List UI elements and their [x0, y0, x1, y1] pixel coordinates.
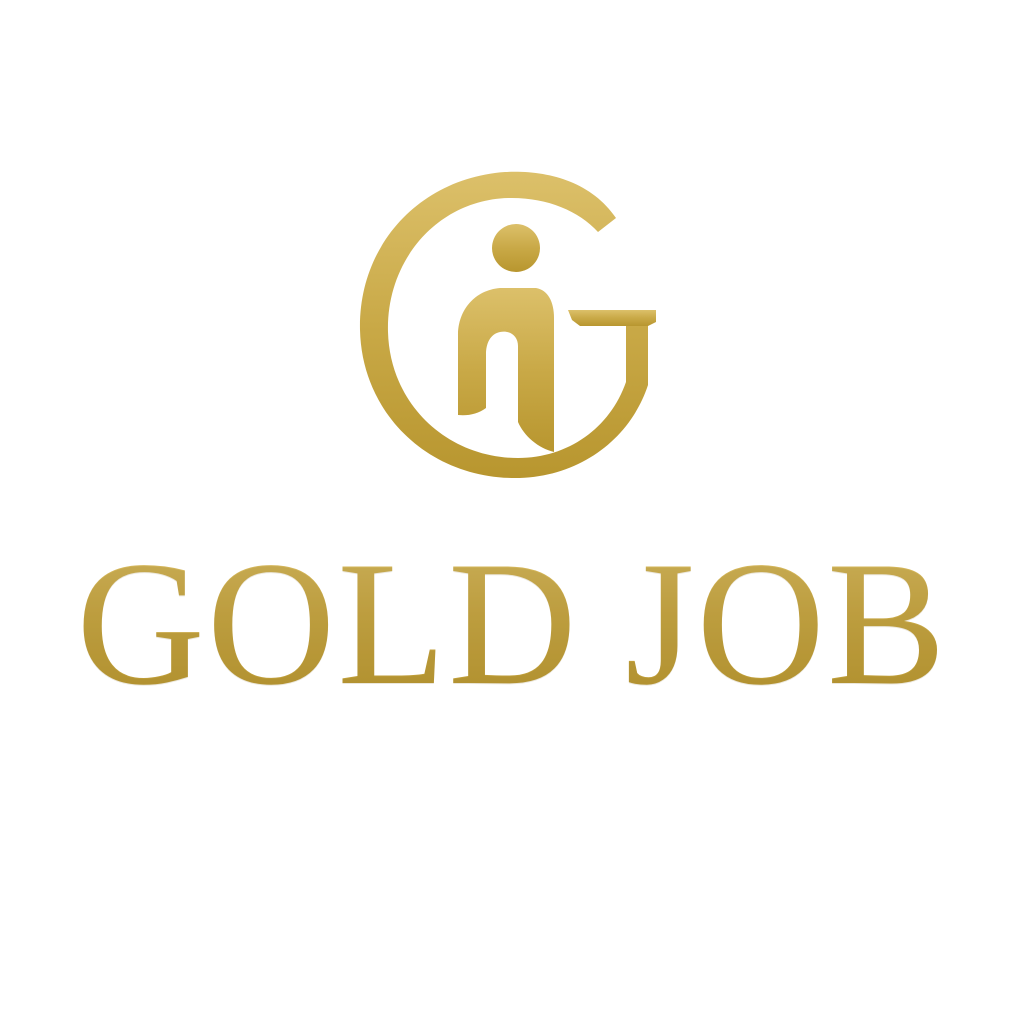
person-head-icon	[492, 224, 540, 272]
g-crossbar	[568, 310, 656, 326]
gj-person-monogram-icon	[359, 171, 656, 479]
person-body-icon	[458, 288, 554, 452]
brand-wordmark: GOLD JOB	[0, 528, 1024, 718]
